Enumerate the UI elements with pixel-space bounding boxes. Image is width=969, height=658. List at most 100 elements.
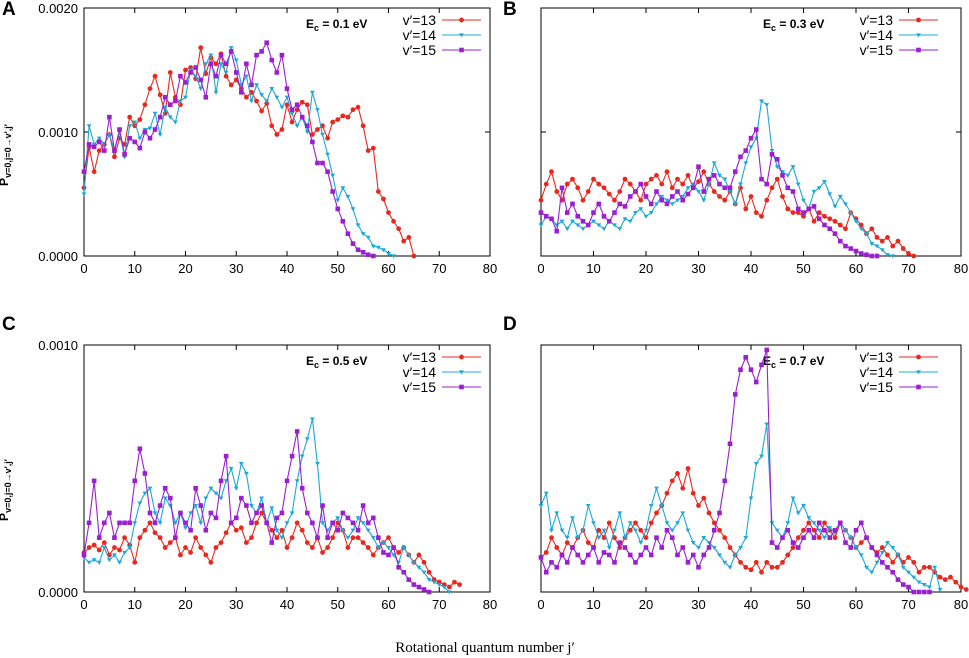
data-point: [223, 61, 229, 67]
data-point: [345, 114, 351, 120]
data-point: [355, 527, 361, 533]
data-point: [406, 235, 412, 240]
data-point: [457, 582, 462, 587]
data-point: [701, 495, 707, 501]
data-point: [874, 560, 880, 565]
data-point: [157, 92, 163, 98]
data-point: [370, 253, 376, 259]
data-point: [622, 545, 628, 550]
data-point: [916, 569, 922, 575]
data-point: [759, 362, 764, 368]
data-point: [717, 527, 722, 533]
data-point: [643, 194, 649, 199]
data-point: [381, 550, 386, 555]
data-point: [811, 527, 817, 533]
data-point: [648, 503, 654, 508]
data-point: [596, 223, 602, 228]
legend-label: v′=13: [860, 12, 894, 28]
x-tick-label: 0: [537, 261, 544, 276]
panels: A 0 10 20 30 40 50 60 70 80 0.0000 0.0010 0.0020 Ec =…: [2, 0, 969, 612]
data-point: [900, 246, 906, 251]
data-point: [360, 540, 366, 545]
data-point: [612, 535, 617, 541]
data-point: [213, 491, 219, 496]
data-point: [289, 119, 295, 125]
data-point: [264, 40, 269, 46]
data-point: [365, 148, 371, 154]
x-axis-label: Rotational quantum number j′: [395, 640, 575, 656]
series-line: [83, 42, 374, 257]
data-point: [375, 545, 381, 550]
data-point: [178, 510, 183, 516]
data-point: [853, 545, 859, 550]
data-point: [643, 535, 649, 541]
data-point: [690, 490, 696, 496]
series-line: [83, 47, 415, 257]
data-point: [315, 108, 320, 113]
legend-swatch-marker: [459, 47, 464, 53]
data-point: [890, 559, 896, 565]
data-point: [627, 527, 633, 533]
data-point: [254, 510, 259, 516]
x-tick-label: 10: [586, 597, 600, 612]
data-point: [559, 552, 565, 558]
data-point: [696, 189, 701, 194]
data-point: [203, 71, 209, 77]
data-point: [727, 565, 733, 570]
energy-annotation-b: Ec = 0.3 eV: [763, 17, 824, 33]
data-point: [685, 466, 691, 471]
data-point: [335, 198, 341, 203]
data-point: [669, 202, 675, 207]
data-point: [86, 142, 92, 147]
data-point: [340, 186, 346, 191]
data-point: [816, 186, 822, 191]
data-point: [596, 201, 602, 207]
data-point: [320, 550, 325, 555]
legend-label: v′=15: [860, 379, 894, 395]
data-point: [208, 486, 214, 491]
data-point: [198, 77, 204, 83]
data-point: [309, 545, 315, 550]
data-point: [753, 210, 759, 216]
data-point: [350, 520, 356, 526]
data-point: [315, 461, 320, 466]
x-tick-label: 30: [229, 597, 243, 612]
x-tick-label: 40: [280, 597, 294, 612]
data-point: [874, 235, 880, 240]
data-point: [769, 564, 775, 570]
data-point: [659, 503, 665, 508]
data-point: [617, 227, 623, 232]
data-point: [228, 520, 234, 526]
data-point: [421, 559, 427, 565]
data-point: [249, 520, 254, 526]
data-point: [411, 560, 417, 565]
data-point: [785, 185, 791, 191]
data-point: [340, 113, 346, 119]
data-point: [916, 589, 922, 595]
data-point: [879, 560, 885, 565]
data-point: [239, 495, 244, 501]
data-point: [325, 152, 330, 157]
data-point: [538, 197, 544, 203]
x-tick-label: 50: [331, 261, 345, 276]
data-point: [543, 550, 549, 555]
data-point: [107, 114, 112, 120]
data-point: [213, 73, 219, 79]
data-point: [575, 552, 581, 558]
data-point: [188, 550, 193, 555]
x-tick-label: 50: [796, 261, 810, 276]
data-point: [122, 550, 127, 555]
data-point: [617, 201, 623, 207]
data-point: [365, 545, 371, 550]
data-point: [648, 176, 654, 182]
data-point: [774, 564, 780, 570]
energy-annotation-a: Ec = 0.1 eV: [306, 17, 367, 33]
data-point: [274, 535, 280, 541]
data-point: [764, 347, 770, 353]
data-point: [706, 545, 712, 550]
data-point: [274, 70, 280, 75]
data-point: [198, 521, 204, 526]
data-point: [837, 222, 843, 228]
data-point: [570, 516, 575, 521]
